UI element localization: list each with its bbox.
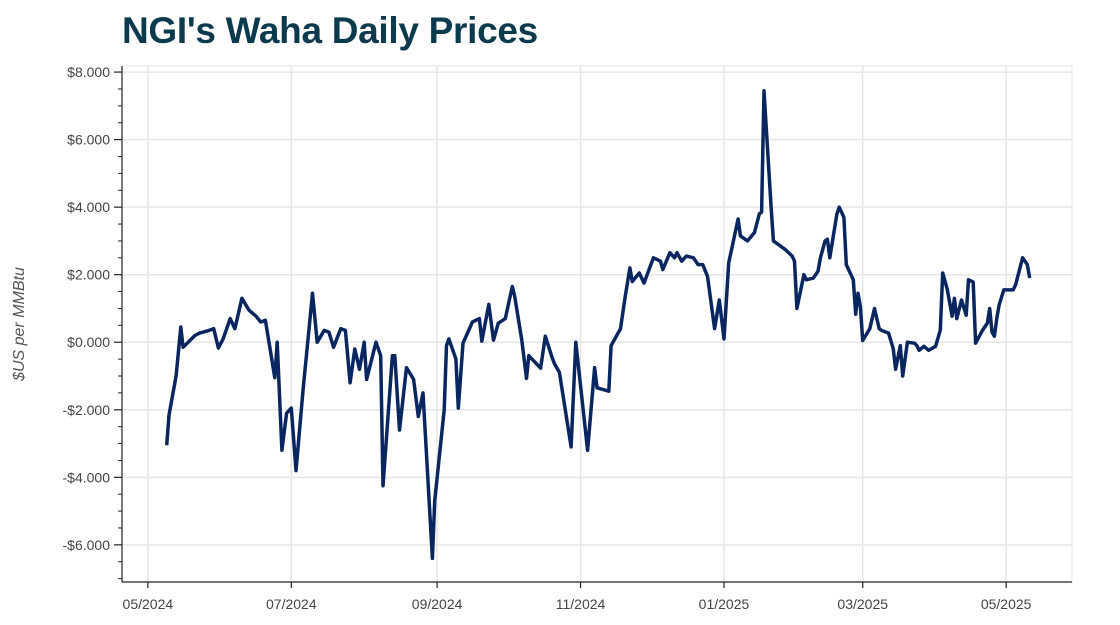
x-tick-label: 03/2025	[837, 596, 888, 612]
series	[164, 88, 1032, 561]
x-tick-label: 05/2024	[123, 596, 174, 612]
series-line	[164, 88, 1032, 561]
y-tick-label: -$2.000	[63, 402, 111, 418]
x-tick-label: 07/2024	[266, 596, 317, 612]
x-tick-label: 11/2024	[556, 596, 606, 612]
y-tick-label: $8.000	[67, 64, 110, 80]
y-tick-label: $6.000	[67, 132, 110, 148]
y-tick-label: -$4.000	[63, 469, 111, 485]
x-tick-label: 01/2025	[699, 596, 750, 612]
y-tick-label: $2.000	[67, 267, 110, 283]
y-axis-label: $US per MMBtu	[11, 267, 28, 382]
y-tick-label: -$6.000	[63, 537, 111, 553]
y-tick-label: $4.000	[67, 199, 110, 215]
axes: $8.000 $6.000 $4.000 $2.000 $0.000 -$2.000 -$4…	[63, 64, 1072, 612]
x-tick-label: 05/2025	[981, 596, 1032, 612]
chart-title: NGI's Waha Daily Prices	[122, 10, 538, 51]
grid	[121, 65, 1073, 583]
x-tick-label: 09/2024	[412, 596, 463, 612]
y-tick-label: $0.000	[67, 334, 110, 350]
